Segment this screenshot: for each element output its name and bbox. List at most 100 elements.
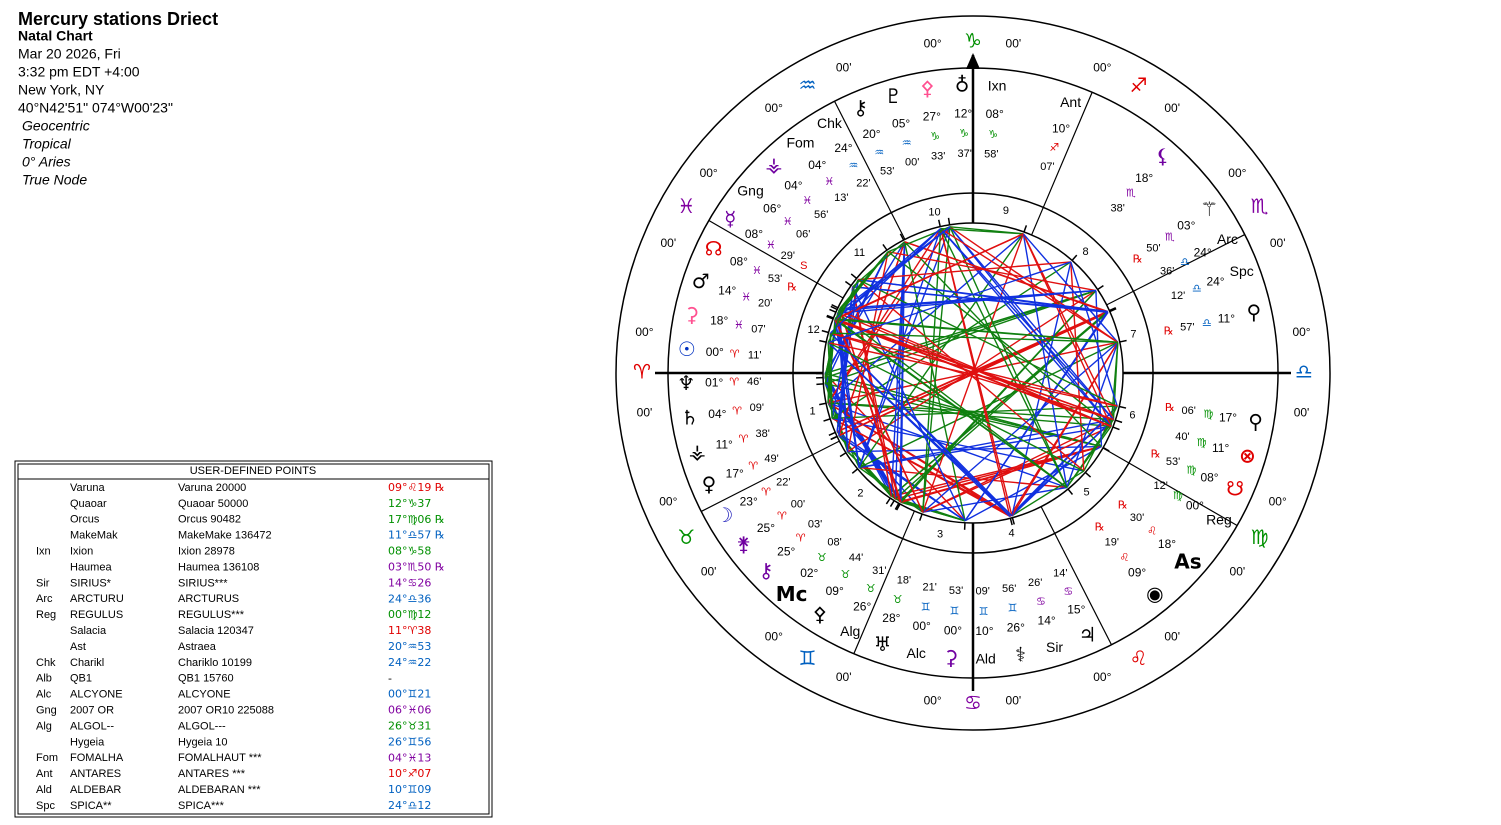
point-position: 10°♐07 — [388, 767, 431, 780]
point-minute: 30' — [1130, 512, 1144, 524]
point-position: 17°♍06 ℞ — [388, 513, 445, 526]
point-sign: ♑ — [959, 127, 969, 140]
point-tick — [826, 314, 834, 319]
point-sign: ♑ — [930, 130, 940, 143]
aspect-line — [1112, 342, 1119, 420]
point-sign: ♋ — [1036, 595, 1046, 608]
point-tick — [851, 468, 859, 474]
point-position: 24°♒22 — [388, 656, 431, 669]
point-tick — [850, 273, 858, 279]
point-tick — [1023, 225, 1028, 233]
point-name: Haumea — [70, 561, 112, 573]
point-minute: 06' — [1181, 405, 1195, 417]
point-tick — [894, 502, 900, 510]
point-tick — [830, 305, 838, 311]
point-glyph: ♃ — [1079, 623, 1097, 647]
point-sign: ♈ — [777, 510, 787, 523]
point-sign: ♏ — [1126, 187, 1136, 200]
point-degree: 28° — [882, 611, 900, 625]
point-position: 20°♒53 — [388, 640, 431, 653]
point-label: Ixn — [988, 78, 1007, 94]
cusp-minute: 00' — [1270, 236, 1286, 250]
point-label: Gng — [737, 182, 763, 198]
title: Mercury stations Driect — [18, 9, 218, 29]
point-degree: 09° — [1128, 566, 1146, 580]
point-code: Ald — [36, 784, 52, 796]
aspect-line — [828, 341, 1118, 407]
point-tick — [1067, 488, 1074, 495]
point-name: SPICA** — [70, 800, 112, 812]
house-cusp — [1031, 92, 1093, 236]
point-position: 06°♓06 — [388, 704, 431, 717]
cusp-degree: 00° — [924, 37, 942, 51]
point-minute: 22' — [856, 177, 870, 189]
cusp-degree: 00° — [1093, 670, 1111, 684]
point-code: Alb — [36, 673, 52, 685]
point-full-name: ARCTURUS — [178, 593, 239, 605]
sign-glyph: ♋ — [964, 691, 982, 715]
point-full-name: ALGOL--- — [178, 720, 226, 732]
point-degree: 24° — [1206, 274, 1224, 288]
point-name: ALCYONE — [70, 689, 123, 701]
point-sign: ♓ — [824, 175, 834, 188]
aspect-line — [904, 241, 1108, 313]
cusp-degree: 00° — [765, 630, 783, 644]
point-degree: 04° — [808, 158, 826, 172]
point-minute: 20' — [758, 298, 772, 310]
point-position: 00°♊21 — [388, 688, 431, 701]
point-degree: 00° — [913, 619, 931, 633]
point-minute: 49' — [764, 453, 778, 465]
point-flag: ℞ — [1133, 253, 1143, 265]
aspect-line — [940, 228, 1068, 488]
point-name: Salacia — [70, 625, 107, 637]
point-position: 10°♊09 — [388, 783, 431, 796]
cusp-minute: 00' — [1164, 630, 1180, 644]
point-degree: 00° — [944, 623, 962, 637]
point-degree: 03° — [1177, 218, 1195, 232]
point-minute: 12' — [1171, 290, 1185, 302]
cusp-degree: 00° — [635, 325, 653, 339]
point-full-name: ALCYONE — [178, 689, 231, 701]
aspect-line — [834, 233, 1024, 321]
point-tick — [1084, 471, 1092, 478]
cusp-minute: 00' — [1294, 406, 1310, 420]
cusp-degree: 00° — [1228, 166, 1246, 180]
point-position: 00°♍12 — [388, 608, 431, 621]
point-label: Sir — [1046, 639, 1063, 655]
point-position: 11°♈38 — [388, 624, 431, 637]
point-minute: 56' — [814, 209, 828, 221]
aspect-line — [900, 501, 966, 522]
point-label: Alg — [840, 623, 860, 639]
aspect-line — [827, 261, 1072, 344]
aspect-line — [834, 319, 1112, 427]
setting: Tropical — [22, 136, 72, 152]
point-degree: 06° — [763, 202, 781, 216]
point-sign: ♍ — [1203, 408, 1213, 421]
point-glyph: ⚷ — [759, 558, 774, 582]
house-number: 3 — [937, 529, 943, 541]
point-minute: 33' — [931, 151, 945, 163]
point-sign: ♉ — [866, 582, 876, 595]
aspect-line — [858, 228, 942, 468]
point-degree: 25° — [757, 521, 775, 535]
house-cusp — [708, 219, 844, 299]
point-degree: 26° — [1007, 621, 1025, 635]
aspect-line — [949, 226, 1112, 427]
house-cusp — [1102, 447, 1238, 527]
aspect-line — [964, 445, 1102, 522]
aspect-line — [904, 241, 1102, 448]
cusp-minute: 00' — [836, 60, 852, 74]
cusp-minute: 00' — [1006, 37, 1022, 51]
point-tick — [839, 452, 847, 458]
point-glyph: ⚸ — [1155, 144, 1170, 168]
point-name: QB1 — [70, 673, 92, 685]
point-glyph: ♇ — [884, 84, 902, 108]
point-full-name: Orcus 90482 — [178, 514, 241, 526]
cusp-minute: 00' — [1006, 694, 1022, 708]
sign-glyph: ♈ — [633, 360, 651, 384]
point-minute: 07' — [751, 323, 765, 335]
aspect-line — [827, 279, 859, 343]
aspect-line — [922, 226, 951, 513]
